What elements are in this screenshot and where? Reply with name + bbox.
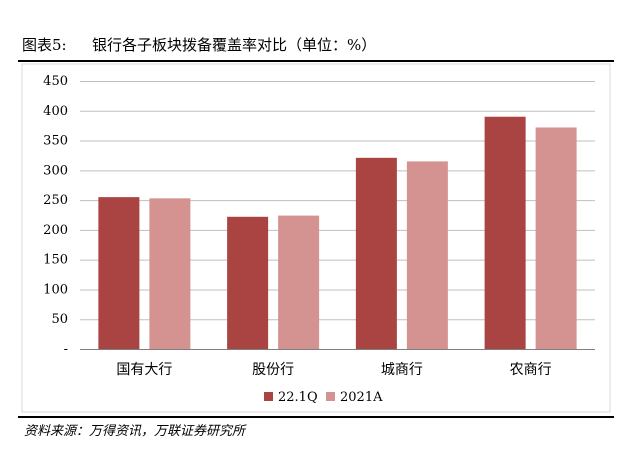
y-tick-label: 200 <box>43 223 68 238</box>
y-axis-ticks: - 50 100 150 200 250 300 350 400 450 <box>43 74 68 357</box>
y-tick-label: 50 <box>51 312 68 327</box>
bar <box>149 198 191 349</box>
x-category-label: 城商行 <box>381 362 423 378</box>
plot-frame <box>21 63 611 413</box>
legend: 22.1Q 2021A <box>264 390 383 405</box>
y-tick-label: 100 <box>43 282 68 297</box>
bar <box>484 116 526 349</box>
y-tick-label: 300 <box>43 163 68 178</box>
y-tick-label: - <box>64 342 68 357</box>
figure-title-bar: 图表5: 银行各子板块拨备覆盖率对比（单位：%） <box>18 32 614 58</box>
bar <box>98 197 140 349</box>
bar <box>535 127 577 349</box>
bar <box>278 215 320 349</box>
x-category-label: 国有大行 <box>116 362 172 378</box>
y-tick-label: 450 <box>43 74 68 89</box>
y-tick-label: 150 <box>43 253 68 268</box>
y-tick-label: 250 <box>43 193 68 208</box>
legend-label: 22.1Q <box>278 390 318 405</box>
x-category-label: 农商行 <box>510 362 552 378</box>
bar <box>227 216 269 349</box>
bottom-rule <box>18 416 614 418</box>
x-category-label: 股份行 <box>252 362 294 378</box>
bar <box>406 161 448 349</box>
y-tick-label: 350 <box>43 134 68 149</box>
top-rule <box>18 60 614 62</box>
source-note: 资料来源：万得资讯，万联证券研究所 <box>24 424 246 439</box>
figure-label: 图表5: <box>22 36 67 54</box>
y-tick-label: 400 <box>43 104 68 119</box>
legend-swatch <box>264 392 273 401</box>
bar <box>355 157 397 349</box>
x-axis-categories: 国有大行 股份行 城商行 农商行 <box>116 362 551 378</box>
legend-swatch <box>326 392 335 401</box>
chart-title: 银行各子板块拨备覆盖率对比（单位：%） <box>92 36 377 54</box>
bars <box>98 116 577 349</box>
legend-label: 2021A <box>340 390 383 405</box>
